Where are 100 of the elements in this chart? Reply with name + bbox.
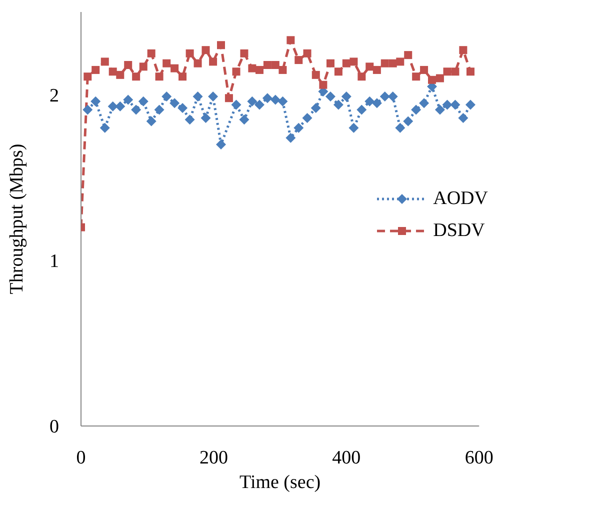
- point: [240, 49, 248, 58]
- point: [262, 93, 272, 104]
- point: [450, 100, 460, 110]
- point: [239, 114, 250, 125]
- point: [263, 60, 272, 69]
- point: [395, 122, 406, 133]
- legend-label: AODV: [433, 188, 488, 210]
- point: [372, 66, 381, 74]
- x-tick-label: 0: [76, 447, 86, 468]
- point: [90, 96, 101, 106]
- y-axis-title: Throughput (Mbps): [6, 144, 28, 294]
- point: [162, 91, 172, 102]
- point: [466, 68, 474, 76]
- point: [356, 104, 367, 115]
- point: [286, 36, 295, 44]
- point: [216, 139, 226, 150]
- point: [388, 59, 397, 68]
- point: [348, 122, 359, 133]
- point: [436, 74, 444, 82]
- point: [100, 58, 109, 66]
- point: [209, 58, 218, 66]
- point: [186, 49, 194, 58]
- point: [170, 64, 179, 72]
- point: [303, 49, 312, 58]
- point: [325, 91, 336, 102]
- point: [200, 112, 211, 123]
- x-axis-title: Time (sec): [240, 472, 321, 493]
- point: [194, 59, 202, 68]
- point: [278, 96, 288, 106]
- point: [108, 68, 117, 76]
- point: [100, 122, 110, 133]
- point: [231, 100, 242, 110]
- point: [202, 46, 210, 54]
- point: [358, 72, 366, 81]
- point: [372, 98, 382, 108]
- legend-label: DSDV: [433, 220, 485, 242]
- point: [92, 66, 100, 74]
- point: [403, 116, 414, 126]
- point: [270, 94, 280, 105]
- point: [380, 91, 390, 102]
- point: [319, 80, 328, 89]
- point: [254, 100, 264, 110]
- point: [380, 59, 389, 68]
- x-tick-label: 400: [332, 447, 361, 468]
- point: [459, 46, 468, 54]
- point: [178, 72, 187, 81]
- point: [247, 96, 258, 106]
- point: [155, 72, 164, 81]
- point: [434, 104, 445, 115]
- point: [286, 132, 296, 143]
- point: [458, 112, 468, 123]
- point: [388, 91, 398, 102]
- point: [192, 91, 203, 102]
- point: [278, 66, 287, 74]
- point: [333, 100, 344, 110]
- point: [115, 101, 126, 112]
- point: [124, 60, 132, 69]
- point: [326, 59, 334, 68]
- point: [465, 100, 476, 110]
- point: [146, 116, 156, 126]
- point: [350, 58, 358, 66]
- y-tick-label: 0: [50, 416, 59, 438]
- point: [224, 94, 233, 102]
- point: [184, 114, 195, 125]
- x-tick-label: 600: [464, 447, 494, 468]
- point: [334, 68, 342, 76]
- point: [364, 96, 375, 106]
- point: [138, 96, 148, 106]
- point: [302, 112, 312, 123]
- point: [84, 72, 92, 81]
- point: [419, 98, 430, 108]
- point: [366, 62, 374, 71]
- point: [248, 64, 256, 72]
- point: [451, 68, 460, 76]
- point: [178, 103, 188, 114]
- x-tick-label: 200: [199, 447, 228, 468]
- point: [428, 76, 436, 84]
- point: [411, 104, 422, 115]
- point: [123, 94, 134, 105]
- point: [294, 56, 303, 64]
- point: [154, 104, 164, 115]
- point: [139, 62, 148, 71]
- point: [294, 122, 304, 133]
- point: [255, 66, 264, 74]
- point: [420, 66, 428, 74]
- point: [208, 91, 218, 102]
- point: [271, 60, 280, 69]
- point: [217, 41, 225, 50]
- point: [442, 100, 452, 110]
- point: [116, 70, 124, 79]
- point: [342, 59, 350, 68]
- point: [412, 72, 420, 81]
- point: [443, 68, 452, 76]
- point: [404, 51, 412, 60]
- point: [147, 49, 156, 58]
- point: [232, 68, 240, 76]
- point: [312, 70, 320, 79]
- point: [132, 72, 140, 81]
- point: [310, 103, 321, 114]
- point: [341, 91, 352, 102]
